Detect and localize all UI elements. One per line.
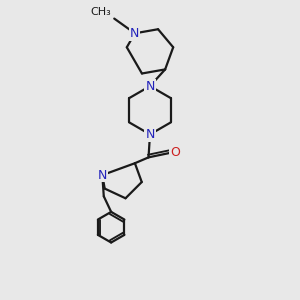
Text: CH₃: CH₃ — [90, 7, 111, 17]
Text: N: N — [98, 169, 107, 182]
Text: N: N — [145, 80, 155, 93]
Text: N: N — [130, 27, 140, 40]
Text: O: O — [170, 146, 180, 159]
Text: N: N — [145, 128, 155, 141]
